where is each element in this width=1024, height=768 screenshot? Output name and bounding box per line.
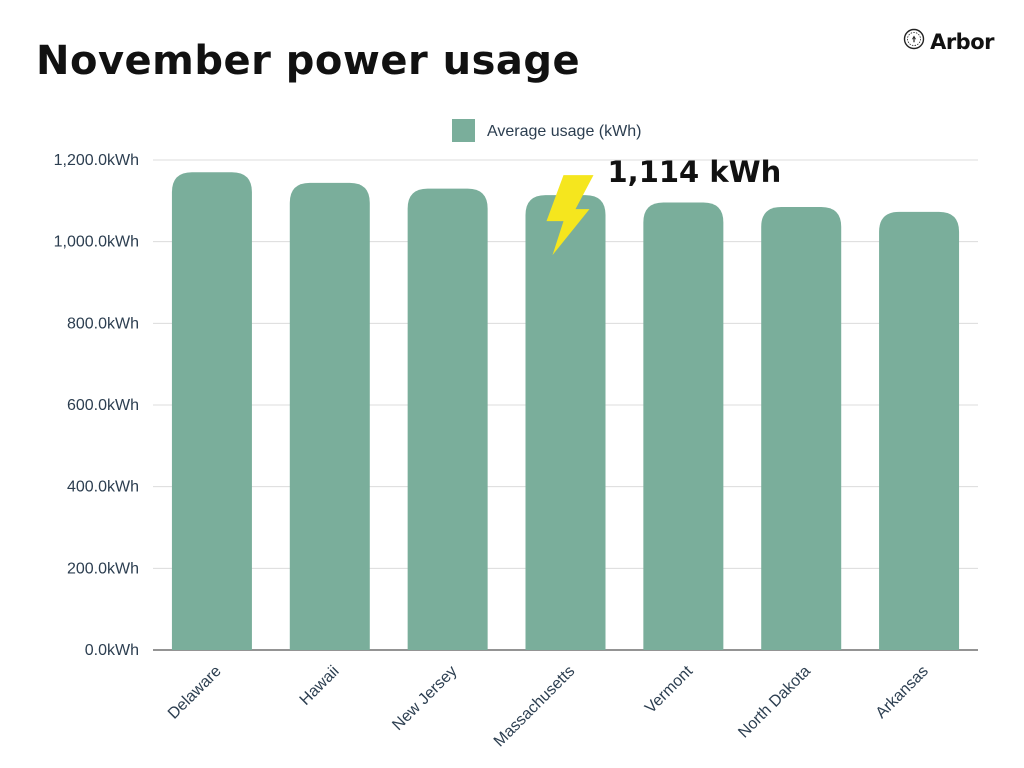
bar-new-jersey [407, 188, 488, 651]
annotation-label: 1,114 kWh [608, 155, 782, 189]
x-tick-label: Arkansas [873, 663, 932, 722]
y-tick-label: 800.0kWh [67, 315, 139, 332]
x-tick-label: Vermont [642, 662, 697, 717]
y-tick-label: 1,000.0kWh [54, 234, 139, 251]
legend-swatch [452, 119, 475, 142]
bar-massachusetts [525, 195, 606, 650]
bar-arkansas [879, 211, 960, 650]
y-tick-label: 600.0kWh [67, 397, 139, 414]
lightning-bolt-icon [546, 175, 594, 256]
legend-label: Average usage (kWh) [487, 123, 641, 140]
x-tick-label: New Jersey [389, 663, 460, 734]
legend: Average usage (kWh) [452, 119, 641, 142]
y-tick-label: 0.0kWh [85, 642, 139, 659]
brand-name: Arbor [930, 29, 994, 54]
bar-vermont [643, 202, 724, 650]
x-tick-label: North Dakota [735, 663, 814, 742]
x-tick-label: Delaware [165, 663, 225, 723]
x-tick-label: Hawaii [297, 663, 343, 709]
bar-hawaii [289, 182, 370, 650]
arbor-badge-icon [903, 28, 925, 55]
y-tick-label: 1,200.0kWh [54, 152, 139, 169]
bar-delaware [171, 172, 252, 650]
x-tick-label: Massachusetts [491, 663, 578, 750]
bar-north-dakota [761, 206, 842, 651]
y-tick-label: 200.0kWh [67, 560, 139, 577]
page-title: November power usage [36, 38, 581, 84]
y-tick-label: 400.0kWh [67, 479, 139, 496]
brand-logo: Arbor [903, 28, 994, 55]
